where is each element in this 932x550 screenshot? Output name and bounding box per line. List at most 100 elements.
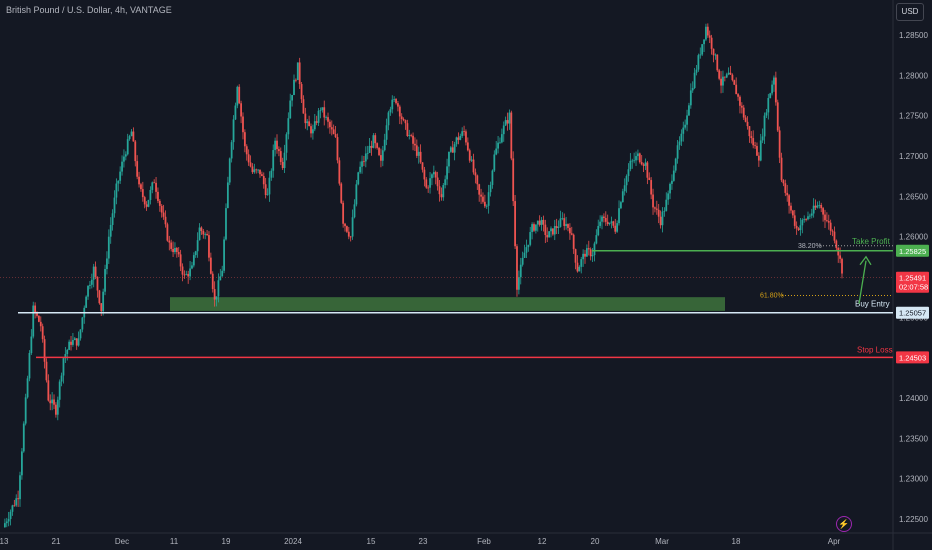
x-tick-label: 2024	[284, 537, 302, 546]
candle-body	[440, 194, 443, 198]
candle-body	[30, 336, 33, 354]
candle-body	[109, 224, 112, 237]
candle-body	[684, 124, 687, 128]
candle-body	[497, 142, 499, 149]
candle-body	[302, 99, 305, 114]
candle-body	[531, 224, 533, 233]
candle-body	[585, 248, 588, 257]
candle-body	[606, 221, 609, 225]
fib-382-label: 38.20%	[798, 243, 822, 250]
candle-body	[124, 154, 127, 157]
candle-body	[213, 289, 216, 300]
take-profit-price-tag: 1.25825	[899, 247, 926, 256]
candle-body	[111, 213, 114, 225]
candle-body	[444, 179, 447, 186]
candle-body	[264, 184, 267, 195]
candle-body	[217, 280, 220, 297]
candle-body	[383, 139, 386, 151]
candle-body	[336, 137, 339, 161]
candle-body	[544, 224, 547, 236]
candle-body	[833, 231, 836, 241]
candle-body	[468, 150, 471, 161]
candle-body	[525, 247, 528, 253]
candle-body	[289, 100, 292, 119]
candle-body	[740, 105, 743, 108]
candle-body	[200, 227, 203, 231]
candle-body	[495, 148, 498, 155]
x-tick-label: 13	[0, 537, 9, 546]
candle-body	[561, 218, 564, 219]
candle-body	[140, 184, 142, 190]
candle-body	[752, 138, 755, 146]
candle-body	[527, 244, 530, 248]
candle-body	[374, 135, 377, 144]
countdown-tag: 02:07:58	[899, 283, 928, 292]
candle-body	[196, 240, 199, 252]
candle-body	[461, 131, 464, 136]
candle-body	[294, 79, 297, 81]
candle-body	[512, 158, 515, 202]
candle-body	[115, 183, 118, 198]
candle-body	[423, 169, 426, 180]
candle-body	[300, 84, 303, 100]
candle-body	[397, 103, 399, 107]
candle-body	[327, 117, 329, 122]
candle-body	[313, 121, 316, 130]
candle-body	[226, 182, 229, 209]
candle-body	[414, 143, 416, 146]
candle-body	[47, 380, 50, 401]
candle-body	[674, 158, 677, 171]
candle-body	[582, 253, 585, 260]
candle-body	[317, 110, 320, 123]
candle-body	[733, 80, 736, 85]
candle-body	[228, 158, 231, 183]
candle-body	[179, 254, 182, 267]
candle-body	[36, 312, 38, 316]
candle-body	[631, 160, 634, 162]
candle-body	[831, 230, 834, 232]
lightning-icon[interactable]: ⚡	[836, 516, 852, 532]
candle-body	[359, 166, 362, 173]
candle-body	[489, 184, 492, 193]
candle-body	[102, 291, 105, 312]
candle-body	[81, 317, 84, 330]
candle-body	[559, 218, 562, 227]
candle-body	[417, 151, 420, 156]
candle-body	[695, 69, 698, 73]
candle-body	[500, 134, 503, 143]
candle-body	[387, 112, 390, 126]
candle-body	[242, 116, 244, 133]
y-tick-label: 1.24000	[899, 394, 928, 403]
candle-body	[574, 249, 577, 263]
candle-body	[219, 276, 222, 281]
candle-body	[682, 127, 685, 134]
candle-body	[519, 264, 522, 278]
candle-body	[720, 78, 722, 86]
candle-body	[98, 290, 101, 304]
candle-body	[693, 72, 696, 89]
candle-body	[557, 226, 560, 229]
candle-body	[620, 202, 622, 209]
candle-body	[155, 182, 157, 192]
candle-body	[11, 505, 14, 512]
candle-body	[221, 270, 224, 277]
candle-body	[567, 224, 569, 228]
candle-body	[771, 84, 773, 94]
candle-body	[270, 170, 273, 178]
candle-body	[801, 219, 804, 226]
candle-body	[344, 223, 346, 227]
candle-body	[406, 123, 409, 136]
candle-body	[595, 235, 598, 244]
take-profit-price-tag-bg	[896, 244, 929, 257]
candle-body	[759, 140, 762, 161]
candle-body	[28, 353, 31, 379]
candle-body	[540, 219, 543, 225]
candle-body	[434, 172, 437, 178]
candle-body	[763, 115, 766, 137]
candle-body	[68, 341, 71, 350]
candle-body	[712, 48, 715, 56]
candle-body	[476, 175, 479, 185]
candle-body	[58, 381, 61, 400]
currency-button[interactable]: USD	[896, 3, 924, 21]
